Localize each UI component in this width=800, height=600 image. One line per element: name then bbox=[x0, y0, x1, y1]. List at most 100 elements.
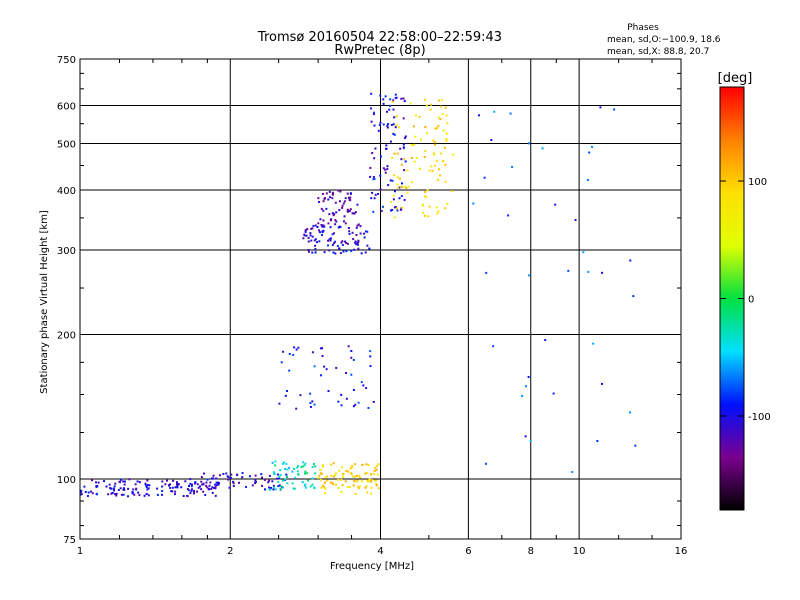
data-point bbox=[389, 104, 392, 107]
data-point bbox=[398, 177, 401, 180]
data-point bbox=[333, 242, 336, 245]
data-point bbox=[325, 207, 328, 210]
data-point bbox=[302, 237, 305, 240]
data-point bbox=[354, 475, 357, 478]
data-point bbox=[354, 463, 357, 466]
data-point bbox=[371, 151, 374, 154]
data-point bbox=[440, 152, 443, 155]
data-point bbox=[424, 126, 427, 129]
data-point bbox=[554, 203, 557, 206]
data-point bbox=[317, 197, 320, 200]
grid-lines bbox=[80, 59, 681, 539]
x-tick-label: 8 bbox=[528, 546, 534, 557]
chart-title: Tromsø 20160504 22:58:00–22:59:43 bbox=[257, 30, 502, 45]
data-point bbox=[167, 484, 170, 487]
data-point bbox=[369, 350, 372, 353]
x-tick-label: 6 bbox=[465, 546, 471, 557]
data-point bbox=[567, 269, 570, 272]
data-point bbox=[382, 102, 385, 105]
data-point bbox=[338, 247, 341, 250]
y-tick-label: 200 bbox=[57, 331, 76, 342]
data-point bbox=[321, 355, 324, 358]
data-point bbox=[95, 481, 98, 484]
data-point bbox=[600, 382, 603, 385]
data-point bbox=[391, 156, 394, 159]
data-point bbox=[334, 219, 337, 222]
data-point bbox=[225, 472, 228, 475]
data-point bbox=[320, 207, 323, 210]
data-point bbox=[219, 474, 222, 477]
data-point bbox=[171, 486, 174, 489]
data-point bbox=[206, 486, 209, 489]
data-point bbox=[442, 159, 445, 162]
data-point bbox=[521, 394, 524, 397]
data-point bbox=[164, 483, 167, 486]
data-point bbox=[169, 483, 172, 486]
data-point bbox=[332, 475, 335, 478]
data-point bbox=[286, 468, 289, 471]
data-point bbox=[296, 466, 299, 469]
data-point bbox=[254, 482, 257, 485]
data-point bbox=[438, 168, 441, 171]
data-point bbox=[297, 473, 300, 476]
colorbar-tick-label: 0 bbox=[748, 295, 754, 306]
data-point bbox=[358, 476, 361, 479]
data-point bbox=[335, 211, 338, 214]
data-point bbox=[524, 435, 527, 438]
data-point bbox=[485, 271, 488, 274]
data-point bbox=[128, 478, 131, 481]
y-tick-label: 400 bbox=[57, 186, 76, 197]
data-point bbox=[317, 476, 320, 479]
data-point bbox=[372, 113, 375, 116]
data-point bbox=[187, 485, 190, 488]
data-point bbox=[330, 474, 333, 477]
phases-heading: Phases bbox=[627, 23, 659, 33]
data-point bbox=[378, 124, 381, 127]
data-point bbox=[80, 489, 83, 492]
data-point bbox=[364, 251, 367, 254]
data-point bbox=[366, 244, 369, 247]
data-point bbox=[316, 225, 319, 228]
data-point bbox=[331, 193, 334, 196]
data-point bbox=[439, 174, 442, 177]
data-point bbox=[390, 123, 393, 126]
data-point bbox=[452, 153, 455, 156]
data-point bbox=[333, 213, 336, 216]
data-point bbox=[322, 200, 325, 203]
data-point bbox=[177, 483, 180, 486]
data-point bbox=[359, 225, 362, 228]
data-point bbox=[292, 353, 295, 356]
data-point bbox=[117, 489, 120, 492]
data-point bbox=[277, 485, 280, 488]
data-point bbox=[114, 482, 117, 485]
data-point bbox=[492, 345, 495, 348]
data-point bbox=[348, 486, 351, 489]
data-point bbox=[200, 476, 203, 479]
data-point bbox=[351, 231, 354, 234]
data-point bbox=[592, 342, 595, 345]
data-point bbox=[439, 105, 442, 108]
data-point bbox=[403, 137, 406, 140]
data-point bbox=[366, 471, 369, 474]
data-point bbox=[320, 473, 323, 476]
data-point bbox=[313, 403, 316, 406]
data-point bbox=[138, 481, 141, 484]
data-point bbox=[344, 480, 347, 483]
data-point bbox=[325, 368, 328, 371]
data-point bbox=[346, 192, 349, 195]
data-point bbox=[318, 229, 321, 232]
data-point bbox=[632, 295, 635, 298]
data-point bbox=[279, 473, 282, 476]
data-point bbox=[314, 472, 317, 475]
data-point bbox=[355, 226, 358, 229]
data-point bbox=[365, 485, 368, 488]
data-point bbox=[189, 492, 192, 495]
data-point bbox=[395, 207, 398, 210]
data-point bbox=[370, 92, 373, 95]
data-point bbox=[79, 490, 82, 493]
data-point bbox=[309, 402, 312, 405]
data-point bbox=[440, 99, 443, 102]
data-point bbox=[309, 232, 312, 235]
data-point bbox=[123, 483, 126, 486]
data-point bbox=[282, 350, 285, 353]
